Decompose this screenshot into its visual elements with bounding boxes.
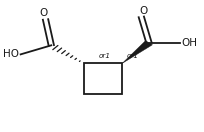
Text: or1: or1	[127, 53, 139, 59]
Text: O: O	[139, 6, 147, 16]
Polygon shape	[122, 41, 152, 63]
Text: HO: HO	[3, 49, 19, 59]
Text: O: O	[40, 8, 48, 18]
Text: or1: or1	[98, 53, 110, 59]
Text: OH: OH	[182, 38, 197, 48]
